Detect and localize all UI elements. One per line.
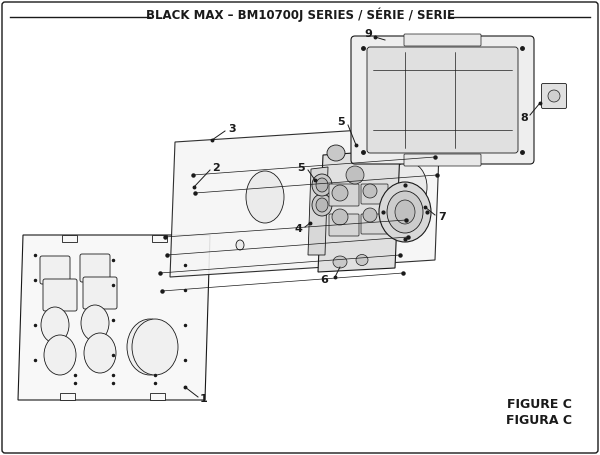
- Text: 9: 9: [364, 29, 372, 39]
- Ellipse shape: [81, 305, 109, 341]
- Polygon shape: [308, 167, 328, 255]
- Ellipse shape: [363, 184, 377, 198]
- FancyBboxPatch shape: [43, 279, 77, 311]
- Ellipse shape: [376, 230, 384, 240]
- Ellipse shape: [44, 335, 76, 375]
- Ellipse shape: [346, 166, 364, 184]
- Ellipse shape: [316, 178, 328, 192]
- Ellipse shape: [387, 191, 423, 233]
- Ellipse shape: [332, 209, 348, 225]
- Text: 4: 4: [294, 224, 302, 234]
- FancyBboxPatch shape: [351, 36, 534, 164]
- FancyBboxPatch shape: [361, 184, 388, 204]
- Ellipse shape: [395, 200, 415, 224]
- Text: 8: 8: [520, 113, 528, 123]
- Ellipse shape: [379, 182, 431, 242]
- Ellipse shape: [316, 198, 328, 212]
- Ellipse shape: [356, 254, 368, 266]
- Ellipse shape: [41, 307, 69, 343]
- Text: FIGURA C: FIGURA C: [506, 415, 572, 428]
- Polygon shape: [170, 125, 440, 277]
- Polygon shape: [318, 150, 400, 272]
- Polygon shape: [150, 393, 165, 400]
- Ellipse shape: [84, 333, 116, 373]
- Ellipse shape: [132, 319, 178, 375]
- Polygon shape: [152, 235, 167, 242]
- FancyBboxPatch shape: [404, 154, 481, 166]
- Text: FIGURE C: FIGURE C: [507, 399, 572, 411]
- Ellipse shape: [127, 319, 173, 375]
- Ellipse shape: [327, 145, 345, 161]
- Ellipse shape: [548, 90, 560, 102]
- FancyBboxPatch shape: [542, 84, 566, 108]
- Ellipse shape: [311, 235, 319, 245]
- Text: 5: 5: [337, 117, 345, 127]
- Ellipse shape: [236, 240, 244, 250]
- FancyBboxPatch shape: [361, 214, 388, 234]
- FancyBboxPatch shape: [404, 34, 481, 46]
- Text: BLACK MAX – BM10700J SERIES / SÉRIE / SERIE: BLACK MAX – BM10700J SERIES / SÉRIE / SE…: [146, 8, 455, 22]
- Text: 5: 5: [298, 163, 305, 173]
- FancyBboxPatch shape: [83, 277, 117, 309]
- Text: 3: 3: [228, 124, 236, 134]
- Text: 1: 1: [200, 394, 208, 404]
- FancyBboxPatch shape: [367, 47, 518, 153]
- Ellipse shape: [312, 174, 332, 196]
- Ellipse shape: [333, 256, 347, 268]
- Text: 2: 2: [212, 163, 220, 173]
- FancyBboxPatch shape: [40, 256, 70, 284]
- Ellipse shape: [389, 162, 427, 212]
- FancyBboxPatch shape: [329, 214, 359, 236]
- Ellipse shape: [332, 185, 348, 201]
- Ellipse shape: [320, 165, 360, 219]
- Ellipse shape: [312, 194, 332, 216]
- FancyBboxPatch shape: [329, 184, 359, 206]
- Polygon shape: [18, 235, 210, 400]
- Polygon shape: [62, 235, 77, 242]
- Polygon shape: [60, 393, 75, 400]
- FancyBboxPatch shape: [80, 254, 110, 282]
- Text: 6: 6: [320, 275, 328, 285]
- Text: 7: 7: [438, 212, 446, 222]
- Ellipse shape: [246, 171, 284, 223]
- Ellipse shape: [363, 208, 377, 222]
